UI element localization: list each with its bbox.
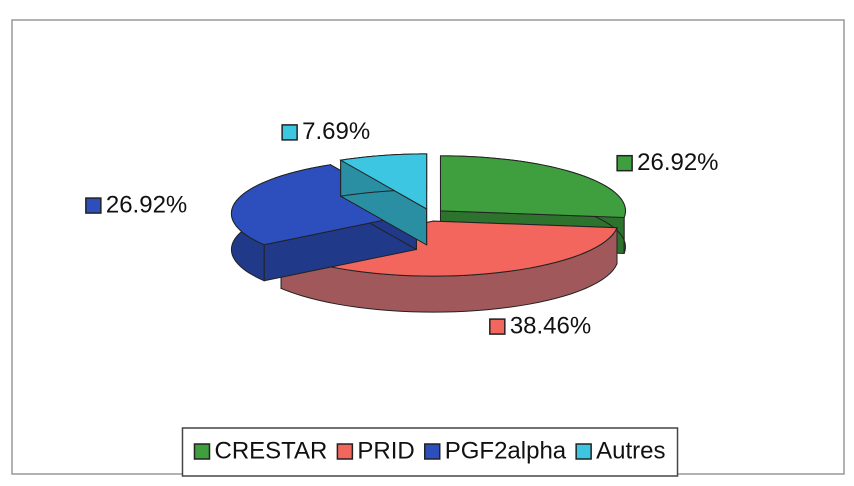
slice-top	[230, 164, 418, 246]
legend-label: PGF2alpha	[445, 437, 567, 464]
legend-swatch	[575, 443, 592, 460]
label-swatch	[489, 318, 506, 335]
label-swatch	[616, 154, 633, 172]
data-label: 38.46%	[510, 312, 591, 339]
legend: CRESTAR PRID PGF2alpha Autres	[181, 427, 679, 477]
legend-label: PRID	[357, 437, 414, 464]
data-label: 7.69%	[302, 118, 370, 145]
label-swatch	[281, 124, 298, 141]
slice-top	[439, 155, 626, 218]
legend-swatch	[423, 443, 441, 460]
label-swatch	[85, 197, 102, 214]
data-label: 26.92%	[106, 191, 187, 218]
slice-top	[339, 153, 428, 210]
slice	[339, 153, 428, 246]
legend-swatch	[336, 443, 354, 460]
data-label: 26.92%	[637, 149, 718, 176]
legend-label: Autres	[596, 437, 665, 464]
legend-label: CRESTAR	[214, 437, 327, 464]
legend-swatch	[193, 443, 211, 460]
